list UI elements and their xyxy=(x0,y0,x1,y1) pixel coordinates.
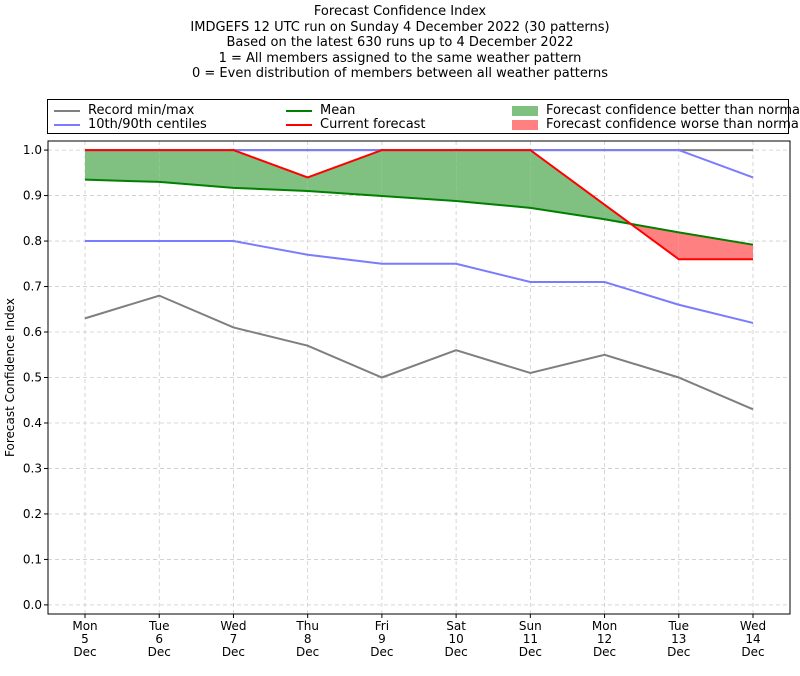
x-tick-label: Dec xyxy=(222,645,245,659)
x-tick-label: Sat xyxy=(446,619,466,633)
y-tick-label: 1.0 xyxy=(23,143,42,157)
y-tick-label: 0.4 xyxy=(23,416,42,430)
x-tick-label: 7 xyxy=(230,632,238,646)
x-tick-label: Tue xyxy=(148,619,170,633)
chart-subtitle-scale-bottom: 0 = Even distribution of members between… xyxy=(191,66,609,81)
x-tick-label: 12 xyxy=(597,632,612,646)
x-tick-label: Wed xyxy=(740,619,766,633)
fill-better xyxy=(381,150,457,202)
x-tick-label: Thu xyxy=(295,619,319,633)
x-tick-label: 10 xyxy=(448,632,463,646)
chart-subtitle-scale-top: 1 = All members assigned to the same wea… xyxy=(218,50,582,66)
x-tick-label: 13 xyxy=(671,632,686,646)
y-tick-label: 0.6 xyxy=(23,325,42,339)
y-tick-label: 0.3 xyxy=(23,461,42,475)
legend-label-worse: Forecast confidence worse than normal xyxy=(546,117,800,132)
legend-item-record: Record min/max xyxy=(54,103,194,118)
y-tick-label: 0.7 xyxy=(23,280,42,294)
x-tick-label: 14 xyxy=(745,632,760,646)
series-line-mean xyxy=(84,178,754,246)
legend-label-current: Current forecast xyxy=(320,117,426,132)
x-tick-label: Dec xyxy=(519,645,542,659)
legend-label-record: Record min/max xyxy=(88,103,195,118)
chart-titles: Forecast Confidence Index IMDGEFS 12 UTC… xyxy=(0,4,800,82)
chart-subtitle-run: IMDGEFS 12 UTC run on Sunday 4 December … xyxy=(190,19,610,35)
fill-better xyxy=(530,150,605,220)
x-tick-label: Wed xyxy=(220,619,246,633)
legend-label-mean: Mean xyxy=(320,103,356,118)
y-tick-label: 0.2 xyxy=(23,507,42,521)
legend-item-current: Current forecast xyxy=(286,117,426,132)
legend-label-centiles: 10th/90th centiles xyxy=(88,117,207,132)
x-tick-label: Dec xyxy=(296,645,319,659)
legend-swatch-current xyxy=(286,123,312,126)
legend-item-better: Forecast confidence better than normal xyxy=(512,103,800,118)
x-tick-label: Dec xyxy=(444,645,467,659)
y-tick-label: 0.0 xyxy=(23,598,42,612)
x-tick-label: Dec xyxy=(148,645,171,659)
x-tick-label: Tue xyxy=(668,619,690,633)
chart-subtitle-basis: Based on the latest 630 runs up to 4 Dec… xyxy=(226,35,574,50)
y-tick-label: 0.8 xyxy=(23,234,42,248)
fill-better xyxy=(307,150,382,197)
fill-better xyxy=(159,150,234,188)
fill-better xyxy=(85,150,160,182)
x-tick-label: Dec xyxy=(370,645,393,659)
x-tick-label: Dec xyxy=(593,645,616,659)
x-tick-label: 11 xyxy=(523,632,538,646)
x-tick-label: Mon xyxy=(592,619,617,633)
legend-swatch-worse xyxy=(512,119,538,130)
fill-better xyxy=(456,150,531,208)
y-tick-label: 0.1 xyxy=(23,552,42,566)
chart-title: Forecast Confidence Index xyxy=(313,4,487,19)
legend-item-centiles: 10th/90th centiles xyxy=(54,117,207,132)
x-tick-label: 6 xyxy=(155,632,163,646)
x-tick-label: 5 xyxy=(81,632,89,646)
legend-label-better: Forecast confidence better than normal xyxy=(546,103,800,118)
x-tick-label: 9 xyxy=(378,632,386,646)
x-tick-label: Mon xyxy=(72,619,97,633)
series-line-current xyxy=(85,149,753,261)
y-tick-label: 0.5 xyxy=(23,371,42,385)
x-tick-label: Sun xyxy=(519,619,542,633)
x-tick-label: Fri xyxy=(375,619,389,633)
legend-item-mean: Mean xyxy=(286,103,355,118)
series-lines xyxy=(84,149,754,411)
legend-swatch-record xyxy=(54,109,80,112)
x-tick-label: Dec xyxy=(741,645,764,659)
y-tick-label: 0.9 xyxy=(23,189,42,203)
fill-worse xyxy=(678,232,753,260)
x-tick-label: 8 xyxy=(304,632,312,646)
y-axis-ticks: 0.0 0.1 0.2 0.3 0.4 0.5 0.6 0.7 0.8 0.9 1.0 xyxy=(23,143,48,612)
x-tick-label: Dec xyxy=(667,645,690,659)
legend-swatch-centiles xyxy=(54,123,80,126)
x-tick-label: Dec xyxy=(73,645,96,659)
legend-swatch-mean xyxy=(286,109,312,112)
legend-item-worse: Forecast confidence worse than normal xyxy=(512,117,800,132)
series-line-p10 xyxy=(85,240,754,324)
y-axis-label: Forecast Confidence Index xyxy=(3,298,17,457)
confidence-fills xyxy=(85,150,753,260)
x-axis-ticks: Mon5DecTue6DecWed7DecThu8DecFri9DecSat10… xyxy=(72,614,766,659)
series-line-record-min xyxy=(84,294,754,411)
fill-better xyxy=(233,150,308,192)
chart-legend: Record min/max 10th/90th centiles Mean C… xyxy=(47,99,800,134)
legend-swatch-better xyxy=(512,105,538,116)
